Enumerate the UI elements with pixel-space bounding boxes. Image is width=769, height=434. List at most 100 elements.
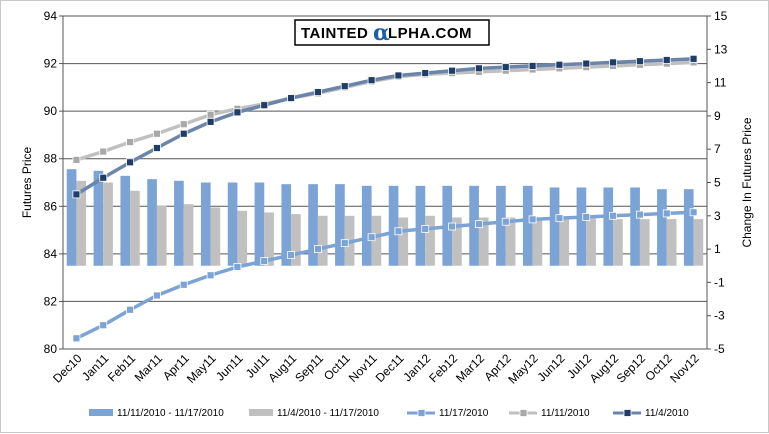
series-point (394, 227, 403, 236)
logo-text-left: TAINTED (301, 25, 368, 42)
x-tick-label: May11 (184, 351, 219, 386)
bar-recent-change (522, 185, 533, 266)
bar-two-week-change (666, 219, 677, 266)
x-tick-label: Aug12 (587, 351, 622, 386)
left-tick-label: 82 (44, 294, 58, 308)
legend-label: 11/11/2010 (541, 408, 590, 419)
x-tick-label: Jun11 (213, 351, 246, 384)
bar-two-week-change (103, 182, 113, 266)
left-tick-label: 90 (44, 104, 58, 118)
logo-text-right: LPHA.COM (388, 25, 472, 42)
x-tick-label: Nov11 (346, 351, 380, 385)
series-point (287, 251, 295, 259)
bar-recent-change (549, 187, 560, 266)
left-tick-label: 94 (44, 9, 58, 23)
series-point (421, 69, 430, 77)
legend-swatch (249, 409, 273, 416)
bar-two-week-change (210, 207, 221, 266)
series-point (609, 211, 617, 220)
series-point (206, 117, 215, 126)
bar-recent-change (200, 182, 211, 266)
bar-recent-change (603, 187, 614, 266)
series-point (555, 60, 564, 69)
x-tick-label: Jan12 (400, 351, 433, 384)
bar-recent-change (120, 175, 131, 266)
bar-two-week-change (398, 217, 409, 266)
left-tick-label: 92 (44, 57, 58, 71)
bar-two-week-change (156, 205, 167, 266)
right-tick-label: 5 (714, 176, 721, 190)
bar-two-week-change (505, 217, 516, 266)
right-tick-label: 7 (714, 142, 721, 156)
series-point (448, 222, 456, 231)
right-tick-label: -5 (714, 342, 725, 356)
x-tick-label: Sep12 (614, 351, 649, 386)
series-point (367, 233, 376, 242)
bar-recent-change (335, 184, 345, 266)
series-point (99, 147, 108, 156)
series-point (72, 334, 81, 343)
bar-recent-change (66, 169, 77, 266)
right-tick-label: 11 (714, 76, 727, 90)
x-tick-label: Dec11 (373, 351, 407, 385)
bar-recent-change (361, 185, 372, 266)
series-point (287, 94, 295, 102)
bar-recent-change (254, 182, 265, 266)
x-tick-label: Nov12 (667, 351, 702, 386)
bar-two-week-change (613, 219, 623, 266)
left-tick-label: 86 (44, 199, 58, 213)
left-tick-label: 80 (44, 342, 58, 356)
x-tick-label: Dec10 (50, 351, 85, 386)
series-point (662, 209, 671, 218)
bar-recent-change (576, 187, 587, 266)
right-axis-title: Change In Futures Price (740, 117, 754, 247)
bar-recent-change (630, 187, 640, 266)
right-tick-label: 1 (714, 242, 721, 256)
bar-two-week-change (291, 214, 301, 266)
series-point (528, 215, 537, 224)
bar-two-week-change (586, 217, 596, 266)
series-point (367, 76, 376, 85)
series-point (421, 224, 430, 233)
left-axis-title: Futures Price (20, 146, 34, 218)
series-line-0 (75, 210, 694, 340)
series-point (99, 321, 108, 330)
legend-marker (417, 409, 426, 417)
bar-two-week-change (264, 212, 274, 266)
series-point (126, 305, 134, 314)
series-point (340, 82, 349, 91)
series-point (72, 190, 81, 199)
x-tick-label: Feb11 (105, 351, 139, 385)
bar-recent-change (388, 185, 399, 266)
legend-label: 11/4/2010 (645, 408, 689, 419)
bar-recent-change (657, 189, 667, 266)
bar-two-week-change (452, 217, 462, 266)
bar-two-week-change (130, 190, 140, 266)
x-tick-label: Mar11 (132, 351, 166, 385)
legend-item: 11/11/2010 - 11/17/2010 (89, 408, 224, 419)
series-point (636, 57, 644, 66)
bar-two-week-change (532, 217, 543, 266)
legend-label: 11/11/2010 - 11/17/2010 (117, 408, 224, 419)
x-tick-label: Sep11 (292, 351, 326, 385)
bar-two-week-change (76, 180, 87, 266)
series-point (689, 208, 698, 217)
logo-alpha: α (373, 20, 390, 46)
legend-swatch (89, 409, 113, 416)
series-point (662, 56, 671, 64)
x-tick-label: Aug11 (265, 351, 299, 385)
series-point (501, 63, 510, 72)
bar-two-week-change (559, 217, 570, 266)
x-tick-label: Feb12 (426, 351, 460, 385)
series-point (501, 217, 510, 226)
bar-recent-change (683, 189, 694, 266)
series-point (206, 271, 215, 280)
series-point (153, 291, 161, 300)
bar-recent-change (415, 185, 426, 266)
x-tick-label: Mar12 (453, 351, 487, 385)
series-point (260, 101, 269, 110)
series-point (689, 54, 698, 63)
series-point (233, 108, 242, 117)
